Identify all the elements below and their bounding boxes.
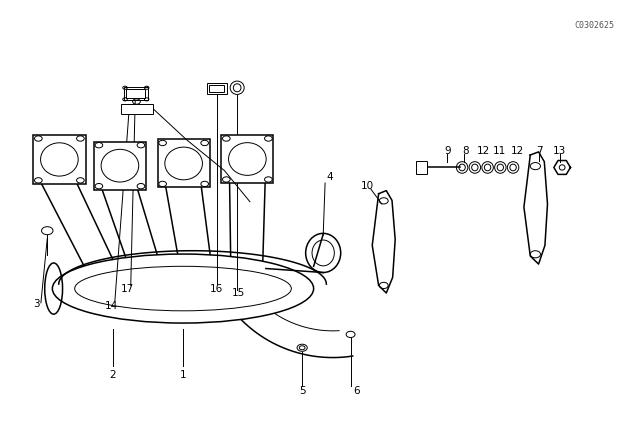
Bar (124, 87, 148, 100)
Text: 15: 15 (232, 288, 245, 298)
Text: 10: 10 (361, 181, 374, 191)
Text: 3: 3 (33, 299, 40, 309)
Text: 1: 1 (180, 370, 186, 380)
Bar (209, 85, 225, 92)
Bar (33, 135, 86, 184)
Text: 5: 5 (299, 386, 305, 396)
Text: 12: 12 (511, 146, 524, 155)
Text: 2: 2 (109, 370, 116, 380)
Text: 7: 7 (536, 146, 543, 155)
Text: 6: 6 (354, 386, 360, 396)
Bar (207, 83, 227, 94)
Text: 16: 16 (210, 284, 223, 293)
Text: 13: 13 (553, 146, 566, 155)
Text: 8: 8 (462, 146, 468, 155)
Text: 9: 9 (444, 146, 451, 155)
Ellipse shape (52, 254, 314, 323)
Text: C0302625: C0302625 (574, 22, 614, 30)
Bar (157, 139, 210, 188)
Bar (126, 89, 145, 99)
Text: 4: 4 (326, 172, 333, 182)
Bar (221, 135, 273, 183)
Bar (121, 104, 153, 114)
Bar (415, 161, 427, 174)
Text: 12: 12 (477, 146, 490, 155)
Text: 17: 17 (121, 284, 134, 293)
Bar (94, 142, 146, 190)
Text: 14: 14 (104, 302, 118, 311)
Text: 11: 11 (493, 146, 506, 155)
